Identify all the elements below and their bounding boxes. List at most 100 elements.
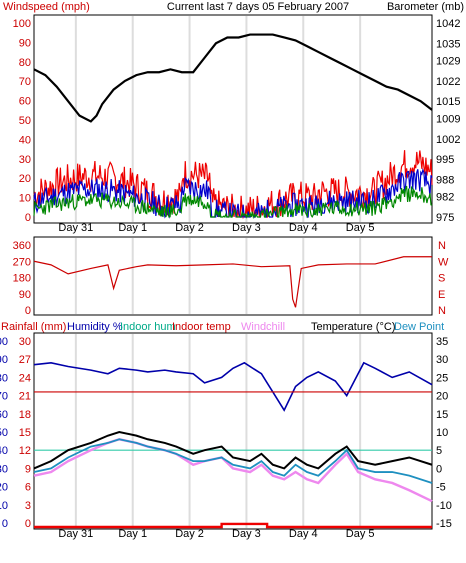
humidity-tick-label: 80: [0, 372, 8, 384]
temp-tick-label: -5: [436, 482, 446, 494]
legend-humidity: Humidity %: [67, 321, 123, 333]
temp-tick-label: 25: [436, 372, 448, 384]
wind-tick-label: 60: [19, 96, 31, 108]
wind-tick-label: 0: [25, 212, 31, 224]
rainfall-tick-label: 12: [19, 445, 31, 457]
humidity-tick-label: 70: [0, 391, 8, 403]
wind-avg-trace: [33, 168, 433, 219]
temp-tick-label: 10: [436, 427, 448, 439]
rainfall-tick-label: 0: [25, 518, 31, 530]
legend-indoor-temp: Indoor temp: [172, 321, 231, 333]
wind-tick-label: 40: [19, 134, 31, 146]
humidity-tick-label: 100: [0, 336, 8, 348]
compass-tick-label: E: [438, 289, 445, 301]
baro-axis-title: Barometer (mb): [387, 1, 464, 13]
humidity-tick-label: 10: [0, 500, 8, 512]
baro-tick-label: 982: [436, 192, 454, 204]
day-label-temp: Day 2: [175, 528, 204, 540]
wind-axis-title: Windspeed (mph): [3, 1, 90, 13]
compass-tick-label: W: [438, 256, 449, 268]
baro-tick-label: 1009: [436, 114, 460, 126]
wind-tick-label: 70: [19, 76, 31, 88]
baro-tick-label: 1022: [436, 76, 460, 88]
panel-direction-frame: [33, 236, 433, 316]
rainfall-line: [34, 522, 432, 529]
baro-tick-label: 995: [436, 154, 454, 166]
legend-indoor-hum: Indoor hum: [120, 321, 176, 333]
day-label-temp: Day 1: [118, 528, 147, 540]
temperature-line: [33, 430, 433, 470]
baro-tick-label: 975: [436, 212, 454, 224]
humidity-tick-label: 30: [0, 463, 8, 475]
temp-tick-label: -15: [436, 518, 452, 530]
compass-tick-label: N: [438, 305, 446, 317]
day-label-wind: Day 2: [175, 222, 204, 234]
rainfall-tick-label: 21: [19, 391, 31, 403]
rainfall-tick-label: 27: [19, 354, 31, 366]
humidity-line: [33, 361, 433, 412]
day-label-temp: Day 5: [346, 528, 375, 540]
rainfall-tick-label: 24: [19, 372, 31, 384]
rainfall-tick-label: 30: [19, 336, 31, 348]
humidity-tick-label: 20: [0, 482, 8, 494]
humidity-tick-label: 60: [0, 409, 8, 421]
day-label-wind: Day 1: [118, 222, 147, 234]
temp-tick-label: 20: [436, 391, 448, 403]
temp-tick-label: 30: [436, 354, 448, 366]
chart-title: Current last 7 days 05 February 2007: [167, 1, 349, 13]
wind-tick-label: 100: [13, 18, 31, 30]
temp-tick-label: -10: [436, 500, 452, 512]
compass-tick-label: S: [438, 273, 445, 285]
wind-low-trace: [33, 185, 433, 220]
baro-tick-label: 988: [436, 174, 454, 186]
wind-tick-label: 80: [19, 57, 31, 69]
panel-wind-baro-frame: [33, 14, 433, 224]
rainfall-tick-label: 6: [25, 482, 31, 494]
humidity-tick-label: 90: [0, 354, 8, 366]
legend-rainfall: Rainfall (mm): [1, 321, 66, 333]
day-label-wind: Day 3: [232, 222, 261, 234]
rainfall-tick-label: 9: [25, 463, 31, 475]
direction-tick-label: 360: [13, 240, 31, 252]
humidity-tick-label: 50: [0, 427, 8, 439]
day-label-temp: Day 4: [289, 528, 318, 540]
wind-tick-label: 30: [19, 154, 31, 166]
baro-tick-label: 1029: [436, 56, 460, 68]
wind-direction-line: [33, 256, 432, 308]
wind-tick-label: 90: [19, 37, 31, 49]
baro-tick-label: 1042: [436, 18, 460, 30]
temp-tick-label: 35: [436, 336, 448, 348]
wind-tick-label: 20: [19, 173, 31, 185]
temp-tick-label: 15: [436, 409, 448, 421]
direction-tick-label: 0: [25, 305, 31, 317]
chart-marks: Day 31 Day 31 Day 1 Day 1 Day 2 Day 2 Day 3 Day…: [0, 16, 460, 540]
humidity-tick-label: 40: [0, 445, 8, 457]
panel-temp-hum-frame: [33, 332, 433, 530]
wind-tick-label: 50: [19, 115, 31, 127]
day-label-wind: Day 4: [289, 222, 318, 234]
rainfall-tick-label: 15: [19, 427, 31, 439]
rainfall-tick-label: 3: [25, 500, 31, 512]
baro-tick-label: 1015: [436, 96, 460, 108]
direction-tick-label: 90: [19, 289, 31, 301]
legend-temperature: Temperature (°C): [311, 321, 395, 333]
legend-windchill: Windchill: [241, 321, 285, 333]
legend-bottom: Rainfall (mm) Humidity % Indoor hum Indo…: [1, 321, 444, 333]
direction-tick-label: 270: [13, 256, 31, 268]
baro-tick-label: 1035: [436, 38, 460, 50]
compass-tick-label: N: [438, 240, 446, 252]
barometer-line: [33, 33, 433, 123]
direction-tick-label: 180: [13, 273, 31, 285]
day-label-wind: Day 31: [58, 222, 93, 234]
day-label-temp: Day 3: [232, 528, 261, 540]
legend-dewpoint: Dew Point: [394, 321, 444, 333]
baro-tick-label: 1002: [436, 134, 460, 146]
humidity-tick-label: 0: [2, 518, 8, 530]
day-label-wind: Day 5: [346, 222, 375, 234]
dewpoint-line: [33, 438, 433, 484]
day-label-temp: Day 31: [58, 528, 93, 540]
temp-tick-label: 5: [436, 445, 442, 457]
